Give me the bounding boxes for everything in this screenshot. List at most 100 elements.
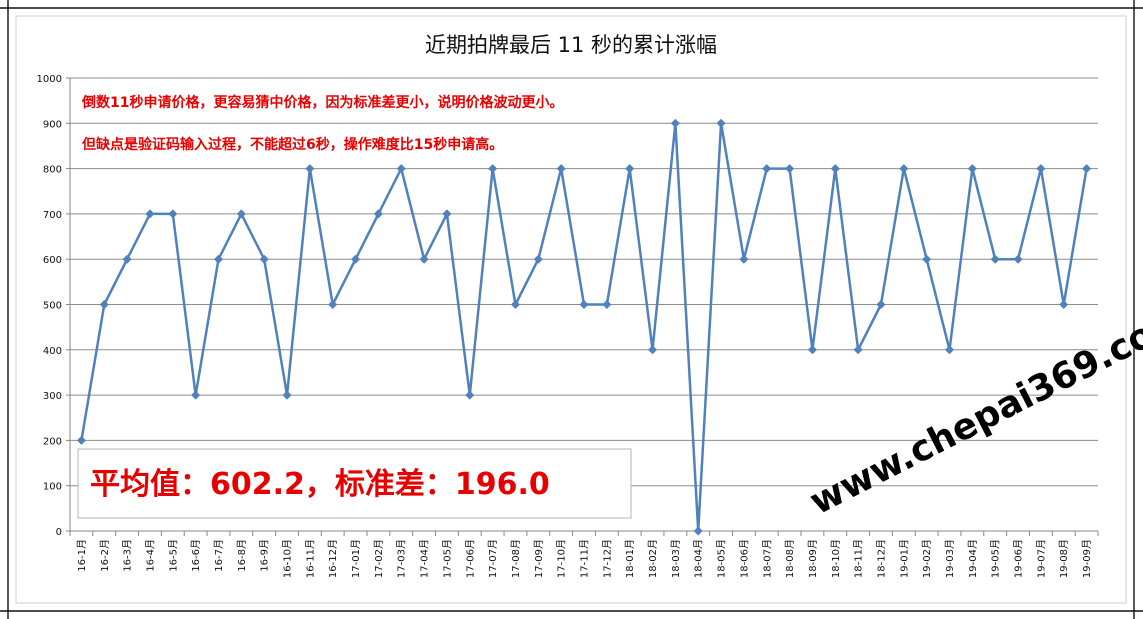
data-point xyxy=(922,254,932,264)
y-axis: 0 100 200 300 400 500 600 700 800 900 1000 xyxy=(37,74,71,538)
y-tick-label: 800 xyxy=(43,165,62,176)
data-point xyxy=(1036,164,1046,174)
data-point xyxy=(328,300,338,309)
data-point xyxy=(396,164,406,174)
data-point xyxy=(465,390,475,400)
x-tick-label: 17-11月 xyxy=(579,539,591,578)
data-point xyxy=(990,254,1000,264)
x-tick-label: 16-2月 xyxy=(99,539,111,572)
data-point xyxy=(191,390,201,400)
x-tick-label: 16-9月 xyxy=(259,539,271,572)
data-point xyxy=(762,164,772,174)
data-point xyxy=(1013,254,1023,264)
data-point xyxy=(785,164,795,174)
data-point xyxy=(945,345,955,355)
series-line xyxy=(76,118,1092,536)
data-point xyxy=(1082,164,1092,174)
chart-title: 近期拍牌最后 11 秒的累计涨幅 xyxy=(425,33,717,57)
y-tick-label: 900 xyxy=(43,119,62,130)
x-tick-label: 18-10月 xyxy=(830,539,842,578)
data-point xyxy=(693,526,703,536)
x-tick-label: 18-06月 xyxy=(738,539,750,578)
y-tick-label: 300 xyxy=(43,391,62,402)
x-tick-label: 17-07月 xyxy=(487,539,499,578)
y-tick-label: 400 xyxy=(43,346,62,357)
data-point xyxy=(830,164,840,174)
data-point xyxy=(510,300,520,309)
x-tick-label: 19-02月 xyxy=(921,539,933,578)
x-tick-label: 17-01月 xyxy=(350,539,362,578)
data-point xyxy=(533,254,543,264)
annotation-1: 倒数11秒申请价格，更容易猜中价格，因为标准差更小，说明价格波动更小。 xyxy=(81,94,563,111)
x-tick-label: 16-4月 xyxy=(144,539,156,572)
data-point xyxy=(236,209,246,219)
y-tick-label: 100 xyxy=(43,482,62,493)
x-tick-label: 18-05月 xyxy=(716,539,728,578)
y-tick-label: 500 xyxy=(43,301,62,312)
x-tick-label: 16-8月 xyxy=(236,539,248,572)
data-point xyxy=(76,435,86,445)
data-point xyxy=(556,164,566,174)
x-tick-label: 18-11月 xyxy=(853,539,865,578)
data-point xyxy=(876,300,886,309)
y-tick-label: 600 xyxy=(43,255,62,266)
data-point xyxy=(579,300,589,309)
x-tick-label: 17-10月 xyxy=(556,539,568,578)
x-tick-label: 18-03月 xyxy=(670,539,682,578)
data-point xyxy=(670,118,680,128)
x-tick-label: 19-08月 xyxy=(1058,539,1070,578)
data-point xyxy=(145,209,155,219)
y-tick-label: 0 xyxy=(56,527,62,538)
data-point xyxy=(602,300,612,309)
x-tick-label: 19-01月 xyxy=(898,539,910,578)
data-point xyxy=(419,254,429,264)
data-point xyxy=(213,254,223,264)
x-tick-label: 19-04月 xyxy=(967,539,979,578)
data-point xyxy=(648,345,658,355)
x-tick-label: 18-08月 xyxy=(784,539,796,578)
x-tick-label: 17-02月 xyxy=(373,539,385,578)
x-tick-label: 17-09月 xyxy=(533,539,545,578)
x-tick-label: 19-09月 xyxy=(1081,539,1093,578)
x-tick-label: 18-12月 xyxy=(875,539,887,578)
x-tick-label: 17-08月 xyxy=(510,539,522,578)
annotation-2: 但缺点是验证码输入过程，不能超过6秒，操作难度比15秒申请高。 xyxy=(81,136,503,153)
data-point xyxy=(373,209,383,219)
x-tick-label: 16-7月 xyxy=(213,539,225,572)
x-tick-label: 19-05月 xyxy=(990,539,1002,578)
data-point xyxy=(853,345,863,355)
x-tick-label: 18-01月 xyxy=(624,539,636,578)
data-point xyxy=(259,254,269,264)
data-point xyxy=(807,345,817,355)
x-tick-label: 16-5月 xyxy=(167,539,179,572)
y-tick-label: 700 xyxy=(43,210,62,221)
data-point xyxy=(488,164,498,174)
data-point xyxy=(305,164,315,174)
x-tick-label: 17-04月 xyxy=(419,539,431,578)
x-tick-label: 17-03月 xyxy=(396,539,408,578)
x-tick-label: 16-1月 xyxy=(76,539,88,572)
x-tick-label: 16-6月 xyxy=(190,539,202,572)
x-tick-label: 19-06月 xyxy=(1013,539,1025,578)
stats-box xyxy=(77,448,632,519)
data-point xyxy=(739,254,749,264)
x-tick-label: 17-12月 xyxy=(601,539,613,578)
x-tick-label: 18-07月 xyxy=(761,539,773,578)
x-tick-label: 16-12月 xyxy=(327,539,339,578)
x-tick-label: 18-02月 xyxy=(647,539,659,578)
x-axis: 16-1月 16-2月 16-3月 16-4月 16-5月 16-6月 16-7月 16-8月… xyxy=(69,531,1099,578)
data-point xyxy=(282,390,292,400)
data-point xyxy=(899,164,909,174)
data-point xyxy=(351,254,361,264)
stats-text: 平均值：602.2，标准差：196.0 xyxy=(90,467,550,502)
y-tick-label: 200 xyxy=(43,436,62,447)
x-tick-label: 16-10月 xyxy=(282,539,294,578)
data-point xyxy=(99,300,109,309)
y-tick-label: 1000 xyxy=(37,74,62,85)
data-point xyxy=(967,164,977,174)
x-tick-label: 19-07月 xyxy=(1035,539,1047,578)
data-point xyxy=(442,209,452,219)
